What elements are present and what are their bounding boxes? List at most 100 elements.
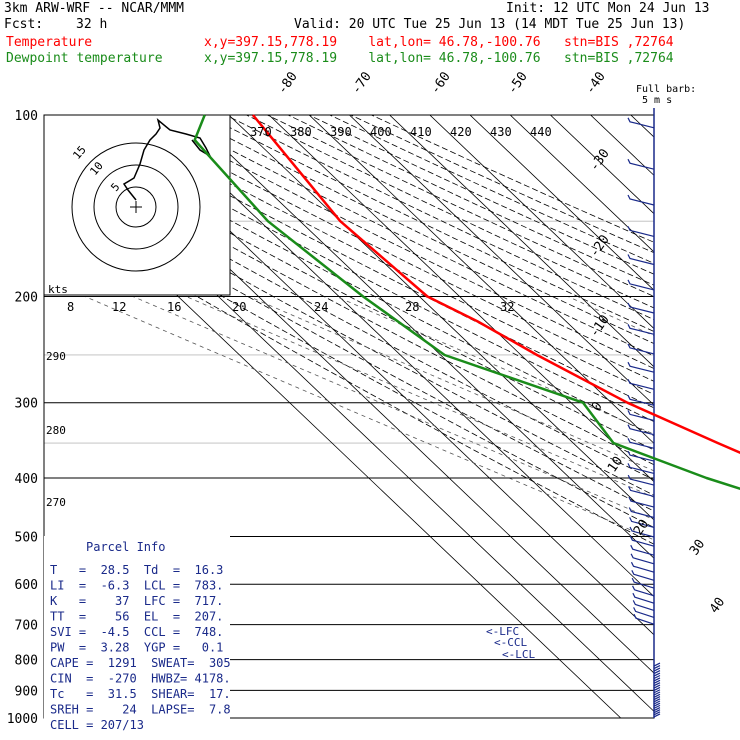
isotherm-label: -60 — [428, 69, 454, 97]
dry-adiabat — [58, 115, 654, 423]
wind-barb — [631, 570, 655, 581]
wind-barb — [653, 689, 661, 694]
wind-barb — [627, 450, 655, 462]
wind-barb — [653, 700, 661, 705]
adiabat-label: 270 — [46, 496, 66, 509]
wind-barb — [630, 544, 655, 556]
isotherm-label: 20 — [631, 517, 652, 538]
wind-barb — [630, 553, 655, 565]
wind-barb — [628, 486, 655, 497]
valid-time: Valid: 20 UTC Tue 25 Jun 13 (14 MDT Tue … — [294, 17, 686, 32]
theta-label: 440 — [530, 125, 552, 139]
barb-title: Full barb: — [636, 84, 696, 95]
isotherm-label: 40 — [707, 595, 728, 616]
parcel-info-row: K = 37 LFC = 717. — [50, 594, 223, 608]
parcel-info-row: T = 28.5 Td = 16.3 — [50, 563, 223, 577]
dry-adiabat — [44, 179, 654, 512]
speed-label: 16 — [167, 300, 181, 314]
wind-barbs: Full barb:5 m s — [627, 84, 696, 718]
isotherm-label: -40 — [583, 69, 609, 97]
temperature-profile — [251, 114, 740, 454]
wind-barb — [628, 496, 655, 508]
speed-label: 28 — [405, 300, 419, 314]
wind-barb — [627, 158, 655, 170]
wind-barb — [653, 711, 661, 716]
speed-label: 24 — [314, 300, 328, 314]
adiabat-label: 280 — [46, 424, 66, 437]
isotherm-line — [188, 115, 654, 559]
speed-label: 32 — [500, 300, 514, 314]
theta-label: 420 — [450, 125, 472, 139]
wind-barb — [653, 684, 661, 689]
isotherm-label: -20 — [587, 232, 613, 260]
dewpoint-location-info: x,y=397.15,778.19 lat,lon= 46.78,-100.76… — [204, 51, 674, 66]
wind-barb — [653, 686, 661, 691]
isotherm-label: -30 — [587, 146, 613, 174]
init-time: Init: 12 UTC Mon 24 Jun 13 — [506, 1, 710, 16]
speed-label: 8 — [67, 300, 74, 314]
wind-barb — [653, 662, 661, 667]
wind-barb — [653, 674, 661, 680]
wind-barb — [633, 607, 655, 618]
wind-barb — [627, 438, 655, 449]
wind-barb — [627, 279, 655, 291]
wind-barb — [627, 324, 655, 335]
dry-adiabat — [329, 115, 654, 264]
dewpoint-legend: Dewpoint temperature — [6, 51, 163, 66]
pressure-label: 200 — [15, 291, 38, 306]
isotherm-line — [429, 115, 654, 330]
barb-units: 5 m s — [642, 95, 672, 106]
adiabat-label: 290 — [46, 350, 66, 363]
isotherm-line — [550, 115, 654, 215]
dry-adiabat — [44, 166, 654, 496]
pressure-label: 300 — [15, 397, 38, 412]
wind-barb — [653, 709, 661, 714]
wind-barb — [631, 577, 655, 589]
hodograph-ring — [115, 186, 157, 228]
wind-barb — [653, 667, 661, 672]
isotherm-label: 10 — [605, 454, 626, 475]
wind-barb — [627, 226, 655, 237]
pressure-label: 100 — [15, 109, 38, 124]
pressure-label: 500 — [15, 530, 38, 545]
isotherm-label: -10 — [587, 312, 613, 340]
wind-barb — [630, 561, 655, 573]
dry-adiabat — [225, 115, 654, 321]
dry-adiabat — [44, 129, 654, 451]
parcel-info-row: CELL = 207/13 — [50, 718, 144, 732]
wind-barb — [629, 517, 655, 528]
wind-barb — [653, 707, 661, 712]
wind-barb — [627, 194, 655, 206]
moist-adiabat — [185, 296, 654, 498]
isotherm-line — [389, 115, 654, 368]
level-marker: <-CCL — [494, 636, 527, 649]
pressure-label: 700 — [15, 619, 38, 634]
hodograph-units: kts — [48, 283, 68, 296]
parcel-info-box — [44, 536, 230, 730]
isotherm-label: 30 — [687, 537, 708, 558]
parcel-info-row: SREH = 24 LAPSE= 7.8 — [50, 703, 231, 717]
wind-barb — [632, 585, 655, 597]
wind-barb — [653, 682, 661, 687]
parcel-info-row: TT = 56 EL = 207. — [50, 610, 223, 624]
wind-barb — [627, 379, 655, 390]
theta-label: 400 — [370, 125, 392, 139]
wind-barb — [627, 474, 655, 486]
pressure-label: 900 — [15, 684, 38, 699]
wind-barb — [629, 526, 655, 538]
wind-barb — [632, 600, 655, 611]
wind-barb — [633, 613, 655, 625]
wind-barb — [653, 670, 661, 675]
pressure-label: 600 — [15, 578, 38, 593]
wind-barb — [653, 691, 661, 696]
pressure-label: 800 — [15, 654, 38, 669]
theta-label: 380 — [290, 125, 312, 139]
parcel-info-rows: T = 28.5 Td = 16.3 LI = -6.3 LCL = 783.K … — [50, 563, 231, 732]
fcst-label: Fcst: — [4, 17, 44, 32]
wind-barb — [653, 679, 661, 684]
wind-barb — [653, 713, 661, 718]
wind-barb — [627, 254, 655, 266]
wind-barb — [627, 410, 655, 421]
